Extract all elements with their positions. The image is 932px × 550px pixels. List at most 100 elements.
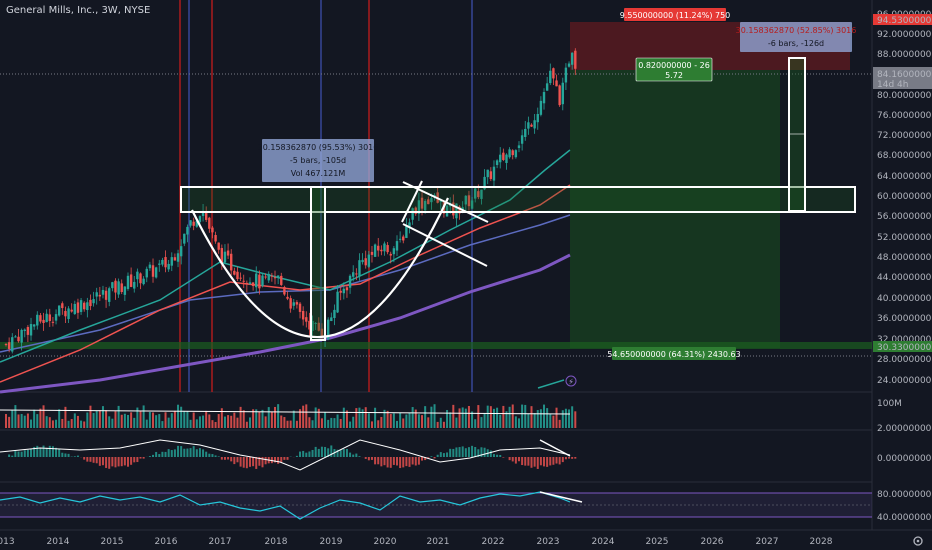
volume-bar	[496, 407, 499, 428]
measure-label-1[interactable]: 30.158362870 (95.53%) 3016 -5 bars, -105…	[258, 139, 379, 182]
macd-bar	[142, 457, 145, 459]
volume-bar	[130, 412, 133, 428]
volume-bar	[446, 409, 449, 428]
candle-body	[98, 294, 102, 297]
macd-bar	[208, 453, 211, 457]
candle-body	[427, 199, 430, 205]
volume-bar	[355, 408, 358, 428]
volume-bar	[133, 417, 136, 428]
volume-bar	[148, 411, 151, 428]
candle-body	[355, 273, 358, 275]
resistance-rectangle[interactable]	[180, 186, 856, 213]
macd-bar	[30, 449, 33, 457]
volume-axis-tick: 2.000000000	[877, 424, 932, 434]
volume-bar	[558, 419, 561, 428]
lightning-icon[interactable]: ⚡	[565, 375, 577, 387]
candle-body	[148, 264, 152, 269]
candle-body	[555, 80, 558, 87]
svg-text:30.158362870 (52.85%) 3016: 30.158362870 (52.85%) 3016	[736, 26, 857, 35]
macd-bar	[45, 447, 48, 457]
candle-body	[542, 92, 546, 104]
candle-body	[383, 243, 386, 252]
svg-text:94.530000000: 94.530000000	[877, 16, 932, 26]
macd-bar	[48, 445, 51, 457]
take-profit-zone[interactable]	[570, 70, 780, 348]
cup-depth-rectangle[interactable]	[310, 186, 326, 341]
candle-body	[220, 248, 224, 265]
candle-body	[398, 238, 402, 240]
candle-body	[226, 250, 230, 256]
settings-gear-icon[interactable]	[913, 536, 923, 546]
candle-body	[7, 342, 11, 349]
macd-bar	[539, 457, 542, 466]
macd-bar	[411, 457, 414, 465]
macd-bar	[377, 457, 380, 465]
risk-reward-label[interactable]: 0.820000000 - 26 5.72	[635, 57, 713, 82]
macd-bar	[430, 456, 433, 457]
volume-bar	[330, 417, 333, 428]
volume-bar	[486, 405, 489, 428]
candle-body	[145, 268, 148, 278]
volume-bar	[142, 405, 145, 428]
volume-bar	[267, 407, 270, 428]
volume-bar	[11, 409, 14, 428]
cup-arc[interactable]	[191, 197, 449, 339]
measure-label-2[interactable]: 30.158362870 (52.85%) 3016 -6 bars, -126…	[736, 22, 857, 52]
macd-bar	[64, 453, 67, 457]
volume-bar	[374, 407, 377, 428]
time-tick-label: 2020	[374, 537, 397, 547]
candle-body	[111, 282, 114, 289]
price-tick-label: 56.000000000	[877, 212, 932, 222]
candle-body	[505, 154, 508, 163]
candle-body	[527, 122, 530, 129]
candle-body	[233, 270, 236, 275]
candle-body	[561, 82, 564, 105]
macd-bar	[496, 454, 499, 457]
svg-text:9.550000000 (11.24%) 750: 9.550000000 (11.24%) 750	[620, 11, 731, 20]
macd-bar	[452, 448, 455, 457]
macd-bar	[67, 453, 70, 457]
candle-body	[455, 203, 458, 219]
flag-line-lower[interactable]	[402, 223, 488, 267]
candle-body	[305, 317, 308, 322]
candle-body	[439, 199, 442, 202]
candle-body	[204, 212, 208, 220]
volume-bar	[549, 413, 552, 428]
volume-bar	[280, 415, 283, 428]
volume-bar	[467, 405, 470, 428]
macd-bar	[8, 454, 11, 457]
candle-body	[23, 329, 26, 331]
volume-bar	[14, 405, 17, 428]
macd-bar	[83, 457, 86, 460]
volume-bar	[474, 419, 477, 428]
macd-bar	[380, 457, 383, 467]
macd-bar	[108, 457, 111, 469]
volume-bar	[152, 412, 155, 428]
target-label[interactable]: 54.650000000 (64.31%) 2430.63	[607, 347, 741, 360]
price-tick-label: 72.000000000	[877, 131, 932, 141]
volume-bar	[439, 417, 442, 428]
volume-bar	[208, 414, 211, 428]
candle-body	[380, 249, 383, 252]
volume-bar	[502, 405, 505, 428]
macd-bar	[574, 457, 577, 459]
candle-body	[417, 200, 421, 214]
time-tick-label: 2025	[646, 537, 669, 547]
macd-bar	[427, 457, 430, 458]
flag-pole[interactable]	[401, 180, 423, 223]
candle-body	[273, 277, 277, 279]
volume-bar	[471, 411, 474, 428]
macd-bar	[299, 451, 302, 457]
volume-bar	[430, 406, 433, 428]
candle-body	[558, 85, 561, 106]
stop-loss-label[interactable]: 9.550000000 (11.24%) 750	[620, 8, 731, 21]
macd-bar	[414, 457, 417, 466]
projection-rectangle[interactable]	[788, 57, 806, 212]
candle-body	[395, 241, 399, 251]
candle-body	[161, 259, 164, 265]
volume-bar	[399, 412, 402, 428]
macd-bar	[101, 457, 104, 466]
candle-body	[230, 253, 233, 271]
macd-bar	[433, 457, 436, 459]
macd-bar	[442, 453, 445, 457]
